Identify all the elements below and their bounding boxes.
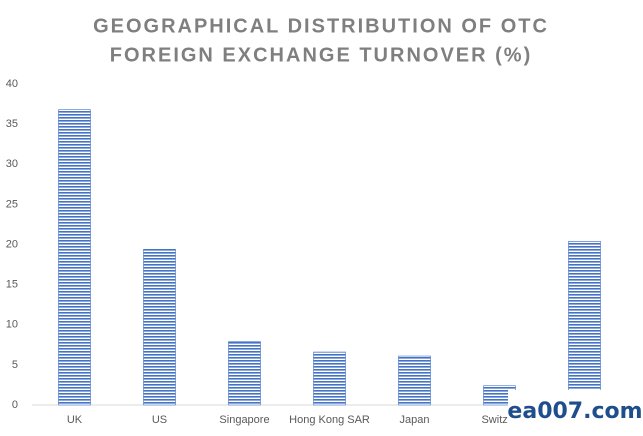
bar [313,351,346,406]
y-tick-label: 10 [6,319,18,331]
bar [228,341,261,406]
bar [568,240,601,406]
x-tick-label: US [152,414,167,426]
y-tick-label: 5 [12,359,18,371]
x-tick-label: UK [67,414,83,426]
bar [398,355,431,406]
x-tick-label: Hong Kong SAR [289,414,370,426]
y-tick-label: 35 [6,118,18,130]
y-tick-label: 25 [6,198,18,210]
y-tick-label: 20 [6,238,18,250]
x-tick-label: Japan [400,414,430,426]
bar [143,249,176,406]
y-tick-label: 0 [12,399,18,411]
chart-title: GEOGRAPHICAL DISTRIBUTION OF OTC [93,15,549,37]
y-tick-label: 40 [6,78,18,90]
bar [58,109,91,406]
chart-title: FOREIGN EXCHANGE TURNOVER (%) [110,44,532,66]
y-tick-label: 30 [6,158,18,170]
y-tick-label: 15 [6,279,18,291]
x-tick-label: Singapore [219,414,269,426]
watermark: ea007.com [507,399,642,424]
watermark-bg [508,390,643,436]
